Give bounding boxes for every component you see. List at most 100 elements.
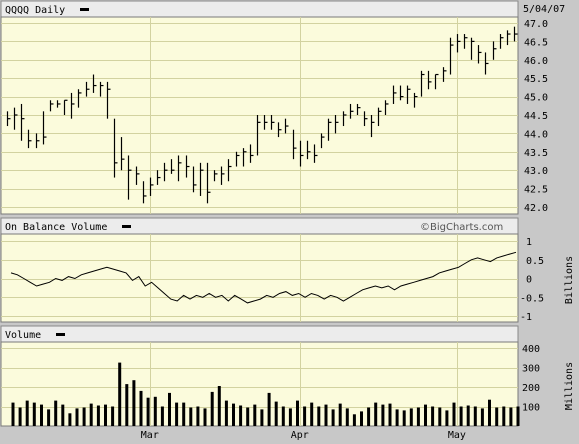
bigcharts-watermark: ©BigCharts.com	[420, 222, 503, 233]
volume-bar	[509, 407, 513, 426]
volume-bar	[111, 406, 115, 426]
price-bar	[363, 111, 368, 127]
obv-ytick-label: -0.5	[520, 293, 544, 304]
volume-bar	[175, 402, 179, 426]
price-bar	[470, 37, 475, 60]
price-bar	[135, 166, 140, 185]
price-ytick-label: 42.5	[524, 185, 548, 196]
price-bar	[334, 115, 339, 134]
obv-ylabel: Billions	[564, 256, 575, 304]
volume-ytick-label: 100	[522, 403, 540, 414]
volume-ytick-label: 400	[522, 344, 540, 355]
price-bar	[270, 115, 275, 130]
price-bar	[213, 170, 218, 182]
price-bar	[149, 177, 154, 196]
volume-title: Volume	[5, 330, 41, 341]
price-bar	[420, 70, 425, 97]
price-bar	[99, 81, 104, 97]
volume-bar	[317, 406, 321, 426]
price-bar	[170, 159, 175, 174]
price-bar	[106, 81, 111, 119]
price-bar	[49, 100, 54, 112]
volume-bar	[75, 408, 79, 426]
volume-bars	[11, 362, 520, 427]
price-bar	[463, 34, 468, 49]
volume-bar	[40, 404, 43, 426]
price-bar	[427, 70, 432, 90]
volume-bar	[388, 403, 392, 426]
volume-bar	[438, 407, 442, 426]
volume-bar	[288, 408, 292, 426]
price-bar	[77, 89, 82, 108]
volume-bar	[324, 404, 328, 426]
volume-bar	[267, 392, 271, 426]
price-bar	[506, 30, 511, 46]
date-label: 5/04/07	[523, 4, 565, 15]
volume-bar	[203, 408, 207, 426]
volume-bar	[210, 391, 214, 426]
volume-bar	[189, 407, 193, 426]
volume-ylabel: Millions	[564, 362, 575, 410]
price-bar	[392, 85, 397, 104]
price-y-axis: 47.0 46.5 46.0 45.5 45.0 44.5 44.0 43.5 43.0 42.5…	[524, 19, 548, 214]
volume-bar	[239, 405, 243, 426]
volume-bar	[68, 413, 72, 426]
price-ytick-label: 44.0	[524, 129, 548, 140]
volume-bar	[502, 406, 506, 426]
price-bar	[277, 122, 282, 138]
price-bar	[299, 140, 304, 167]
volume-bar	[232, 403, 235, 426]
volume-bar	[260, 409, 264, 426]
price-bars	[6, 26, 518, 204]
legend-swatch-price	[80, 8, 89, 11]
price-bar	[185, 155, 190, 178]
volume-bar	[431, 406, 435, 426]
price-bar	[434, 73, 439, 90]
volume-bar	[296, 400, 299, 426]
volume-bar	[480, 408, 484, 426]
price-bar	[327, 118, 332, 141]
obv-ytick-label: 0.5	[526, 256, 544, 267]
price-bar	[70, 92, 75, 119]
price-bar	[227, 159, 232, 182]
price-bar	[63, 99, 68, 115]
volume-bar	[196, 406, 200, 426]
price-ytick-label: 42.0	[524, 203, 548, 214]
volume-bar	[360, 411, 363, 426]
price-bar	[199, 162, 204, 196]
price-ytick-label: 43.5	[524, 148, 548, 159]
volume-bar	[54, 400, 58, 426]
volume-bar	[395, 409, 399, 426]
price-ytick-label: 46.5	[524, 37, 548, 48]
price-bar	[377, 107, 382, 127]
price-ytick-label: 46.0	[524, 56, 548, 67]
price-bar	[456, 34, 461, 53]
price-bar	[13, 107, 18, 130]
price-bar	[370, 115, 375, 138]
price-bar	[42, 111, 47, 145]
price-bar	[85, 81, 90, 97]
volume-bar	[146, 397, 150, 426]
volume-bar	[217, 386, 221, 426]
volume-y-axis: 400 300 200 100	[522, 344, 540, 414]
price-bar	[120, 137, 125, 171]
price-bar	[235, 151, 240, 167]
legend-swatch-obv	[122, 225, 131, 228]
volume-bar	[338, 403, 342, 426]
volume-bar	[516, 406, 520, 426]
volume-bar	[11, 402, 15, 426]
price-bar	[20, 103, 25, 141]
volume-bar	[32, 402, 36, 426]
price-bar	[384, 100, 389, 115]
volume-bar	[182, 402, 186, 426]
volume-bar	[47, 409, 51, 426]
ticker-label: QQQQ Daily	[5, 5, 65, 16]
volume-header	[0, 325, 519, 343]
obv-grid	[1, 234, 518, 322]
price-bar	[499, 34, 504, 49]
volume-bar	[139, 390, 143, 426]
volume-bar	[452, 402, 456, 426]
price-bar	[256, 115, 261, 156]
volume-bar	[424, 404, 427, 426]
price-bar	[284, 118, 289, 134]
